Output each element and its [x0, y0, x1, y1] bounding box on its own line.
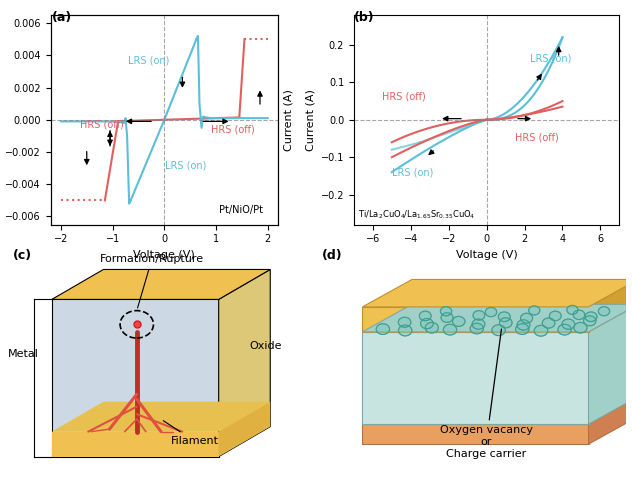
Text: (b): (b) [354, 10, 375, 23]
Circle shape [453, 316, 465, 326]
Y-axis label: Current (A): Current (A) [284, 89, 294, 151]
Polygon shape [363, 332, 588, 424]
Circle shape [425, 322, 439, 333]
Polygon shape [52, 432, 219, 457]
Circle shape [599, 307, 610, 316]
Polygon shape [363, 424, 588, 444]
Polygon shape [363, 307, 588, 332]
Text: (c): (c) [13, 250, 32, 262]
Text: Metal: Metal [8, 349, 39, 359]
Polygon shape [219, 402, 270, 457]
Polygon shape [588, 397, 632, 444]
Polygon shape [52, 269, 270, 299]
Text: HRS (off): HRS (off) [80, 119, 124, 129]
Circle shape [485, 307, 497, 317]
Text: LRS (on): LRS (on) [166, 160, 207, 170]
Circle shape [562, 319, 574, 329]
Polygon shape [588, 304, 632, 424]
X-axis label: Voltage (V): Voltage (V) [133, 250, 195, 260]
Text: HRS (off): HRS (off) [382, 91, 426, 101]
Circle shape [534, 325, 548, 336]
Circle shape [516, 324, 529, 334]
Text: Pt/NiO/Pt: Pt/NiO/Pt [219, 205, 263, 215]
Circle shape [398, 325, 412, 336]
Circle shape [472, 319, 485, 329]
Text: Filament: Filament [163, 421, 219, 446]
Circle shape [573, 310, 585, 319]
Circle shape [517, 320, 530, 330]
X-axis label: Voltage (V): Voltage (V) [456, 250, 518, 260]
Circle shape [441, 313, 453, 322]
Circle shape [492, 325, 506, 336]
Circle shape [583, 316, 596, 326]
Circle shape [574, 322, 587, 333]
Text: LRS (on): LRS (on) [530, 54, 571, 64]
Y-axis label: Current (A): Current (A) [305, 89, 315, 151]
Circle shape [549, 311, 561, 321]
Text: Oxygen vacancy
or
Charge carrier: Oxygen vacancy or Charge carrier [440, 329, 533, 459]
Circle shape [585, 312, 597, 321]
Circle shape [498, 312, 510, 321]
Circle shape [473, 310, 485, 320]
Polygon shape [588, 279, 632, 332]
Text: HRS (off): HRS (off) [515, 132, 559, 142]
Circle shape [528, 306, 540, 315]
Text: Formation/Rupture: Formation/Rupture [100, 254, 204, 308]
Polygon shape [363, 279, 632, 307]
Circle shape [443, 324, 457, 335]
Circle shape [376, 324, 389, 334]
Circle shape [521, 313, 533, 323]
Circle shape [441, 307, 452, 316]
Circle shape [470, 323, 483, 334]
Polygon shape [363, 304, 632, 332]
Circle shape [398, 317, 411, 327]
Circle shape [542, 318, 555, 328]
Text: HRS (off): HRS (off) [211, 125, 255, 135]
Circle shape [499, 318, 512, 328]
Text: Oxide: Oxide [249, 341, 281, 351]
Circle shape [567, 305, 578, 314]
Circle shape [420, 318, 433, 329]
Text: LRS (on): LRS (on) [392, 168, 433, 178]
Circle shape [558, 324, 571, 335]
Circle shape [420, 311, 431, 321]
Text: (d): (d) [322, 250, 343, 262]
Polygon shape [52, 299, 219, 457]
Text: Ti/La$_2$CuO$_4$/La$_{1.65}$Sr$_{0.35}$CuO$_4$: Ti/La$_2$CuO$_4$/La$_{1.65}$Sr$_{0.35}$C… [358, 208, 475, 221]
Text: LRS (on): LRS (on) [128, 55, 169, 65]
Polygon shape [52, 402, 270, 432]
Polygon shape [219, 269, 270, 457]
Text: (a): (a) [52, 11, 72, 24]
